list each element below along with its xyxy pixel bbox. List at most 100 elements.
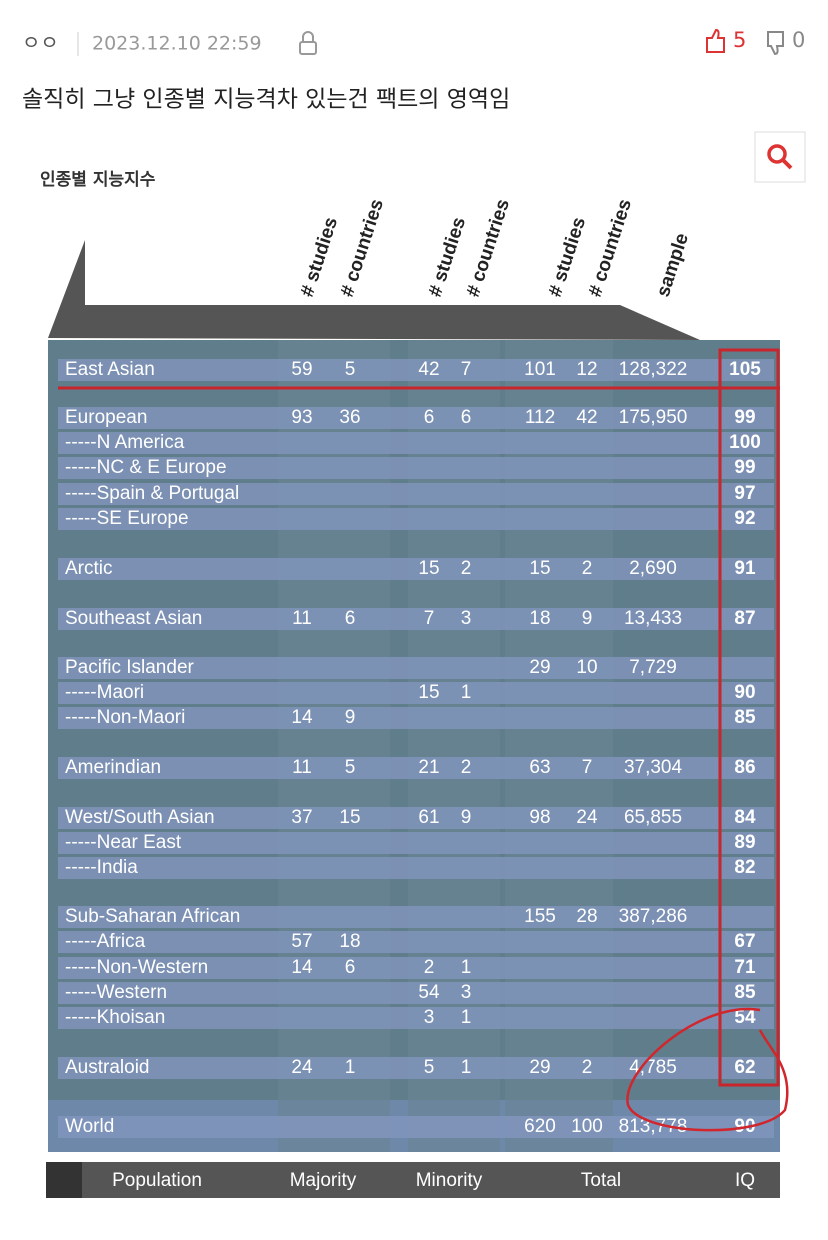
footer-label: IQ bbox=[735, 1170, 755, 1191]
row-band bbox=[58, 857, 774, 879]
cell: 15 bbox=[418, 682, 439, 703]
cell: 36 bbox=[339, 407, 360, 428]
cell: 100 bbox=[571, 1116, 603, 1137]
footer-label: Majority bbox=[290, 1170, 357, 1191]
row-band bbox=[58, 457, 774, 479]
row-band bbox=[58, 1116, 774, 1138]
cell: 85 bbox=[734, 707, 756, 728]
population-label: -----Africa bbox=[65, 931, 146, 952]
cell: 99 bbox=[734, 407, 755, 428]
cell: 63 bbox=[529, 757, 550, 778]
cell: 57 bbox=[291, 931, 312, 952]
cell: 90 bbox=[734, 682, 755, 703]
cell: 14 bbox=[291, 957, 313, 978]
footer-label: Minority bbox=[416, 1170, 483, 1191]
column-header: # studies bbox=[297, 215, 342, 300]
population-label: -----SE Europe bbox=[65, 508, 189, 529]
like-count[interactable]: 5 bbox=[733, 28, 746, 52]
column-header: # studies bbox=[545, 215, 590, 300]
cell: 101 bbox=[524, 359, 556, 380]
cell: 6 bbox=[345, 957, 356, 978]
like-icon[interactable] bbox=[706, 28, 725, 53]
cell: 5 bbox=[424, 1057, 435, 1078]
cell: 1 bbox=[461, 957, 472, 978]
cell: 155 bbox=[524, 906, 556, 927]
cell: 2 bbox=[582, 558, 593, 579]
row-band bbox=[58, 1057, 774, 1079]
cell: 87 bbox=[734, 608, 755, 629]
cell: 11 bbox=[292, 608, 312, 629]
row-band bbox=[58, 657, 774, 679]
cell: 42 bbox=[576, 407, 597, 428]
row-band bbox=[58, 483, 774, 505]
cell: 91 bbox=[734, 558, 756, 579]
cell: 65,855 bbox=[624, 807, 682, 828]
cell: 7 bbox=[582, 757, 593, 778]
cell: 93 bbox=[291, 407, 312, 428]
dislike-count[interactable]: 0 bbox=[792, 28, 805, 52]
row-band bbox=[58, 407, 774, 429]
cell: 7 bbox=[424, 608, 435, 629]
population-label: Pacific Islander bbox=[65, 657, 195, 678]
cell: 99 bbox=[734, 457, 755, 478]
cell: 1 bbox=[345, 1057, 356, 1078]
cell: 3 bbox=[461, 982, 472, 1003]
cell: 24 bbox=[291, 1057, 313, 1078]
dislike-icon[interactable] bbox=[767, 31, 784, 56]
population-label: Southeast Asian bbox=[65, 608, 202, 629]
cell: 14 bbox=[291, 707, 313, 728]
search-button[interactable] bbox=[754, 131, 806, 183]
cell: 82 bbox=[734, 857, 755, 878]
cell: 84 bbox=[734, 807, 756, 828]
cell: 29 bbox=[529, 1057, 550, 1078]
row-band bbox=[58, 682, 774, 704]
header-wedge bbox=[48, 240, 700, 340]
population-label: Australoid bbox=[65, 1057, 150, 1078]
ip-icon bbox=[299, 31, 317, 55]
population-label: Sub-Saharan African bbox=[65, 906, 240, 927]
row-band bbox=[58, 931, 774, 953]
cell: 2 bbox=[461, 757, 472, 778]
cell: 29 bbox=[529, 657, 550, 678]
highlight-box bbox=[718, 348, 780, 1087]
footer-label: Total bbox=[581, 1170, 621, 1191]
cell: 71 bbox=[734, 957, 756, 978]
cell: 1 bbox=[461, 1057, 472, 1078]
cell: 2,690 bbox=[629, 558, 677, 579]
footer-block bbox=[46, 1162, 82, 1198]
cell: 15 bbox=[418, 558, 439, 579]
cell: 2 bbox=[582, 1057, 593, 1078]
population-label: Amerindian bbox=[65, 757, 161, 778]
author[interactable]: ㅇㅇ bbox=[22, 31, 59, 55]
column-header: # countries bbox=[463, 197, 514, 300]
cell: 15 bbox=[529, 558, 550, 579]
column-header: sample bbox=[653, 231, 693, 300]
cell: 9 bbox=[461, 807, 472, 828]
cell: 86 bbox=[734, 757, 755, 778]
population-label: Arctic bbox=[65, 558, 113, 579]
cell: 54 bbox=[418, 982, 440, 1003]
row-band bbox=[58, 807, 774, 829]
cell: 62 bbox=[734, 1057, 755, 1078]
cell: 1 bbox=[461, 682, 472, 703]
cell: 175,950 bbox=[619, 407, 688, 428]
cell: 9 bbox=[582, 608, 593, 629]
cell: 100 bbox=[729, 432, 761, 453]
cell: 37 bbox=[291, 807, 312, 828]
row-band bbox=[58, 982, 774, 1004]
post-title: 솔직히 그냥 인종별 지능격차 있는건 팩트의 영역임 bbox=[22, 87, 510, 113]
cell: 1 bbox=[461, 1007, 472, 1028]
row-band bbox=[58, 832, 774, 854]
row-band bbox=[58, 906, 774, 928]
cell: 67 bbox=[734, 931, 755, 952]
population-label: East Asian bbox=[65, 359, 155, 380]
cell: 3 bbox=[461, 608, 472, 629]
table-title: 인종별 지능지수 bbox=[40, 170, 156, 190]
cell: 13,433 bbox=[624, 608, 682, 629]
cell: 24 bbox=[576, 807, 598, 828]
row-band bbox=[58, 1007, 774, 1029]
population-label: -----Non-Maori bbox=[65, 707, 185, 728]
population-label: -----Maori bbox=[65, 682, 144, 703]
